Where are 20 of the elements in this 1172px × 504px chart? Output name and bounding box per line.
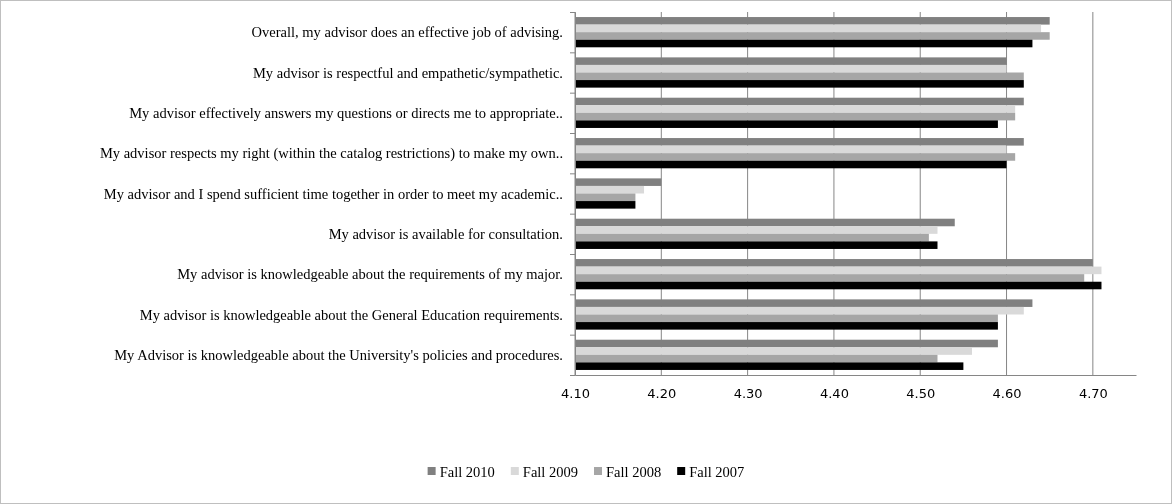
- x-tick-label: 4.30: [733, 386, 763, 402]
- y-tick-label: Overall, my advisor does an effective job of advising.: [251, 24, 563, 41]
- y-tick-label: My advisor is knowledgeable about the General Education requirements.: [139, 306, 563, 323]
- x-tick-label: 4.40: [819, 386, 849, 402]
- x-tick-label: 4.20: [647, 386, 677, 402]
- y-tick-label: My advisor is available for consultation.: [328, 225, 563, 242]
- y-tick-label: My advisor is respectful and empathetic/sympathetic.: [252, 64, 563, 81]
- y-tick-label: My Advisor is knowledgeable about the University's policies and procedures.: [114, 346, 563, 363]
- y-tick-label: My advisor and I spend sufficient time together in order to meet my academic..: [103, 185, 563, 202]
- y-tick-label: My advisor effectively answers my questions or directs me to appropriate..: [129, 104, 563, 121]
- legend-label: Fall 2008: [606, 464, 662, 481]
- legend-label: Fall 2009: [522, 464, 578, 481]
- y-tick-label: My advisor is knowledgeable about the requirements of my major.: [177, 266, 563, 283]
- x-tick-label: 4.60: [992, 386, 1022, 402]
- x-tick-label: 4.70: [1078, 386, 1108, 402]
- legend-label: Fall 2010: [439, 464, 495, 481]
- x-tick-label: 4.10: [561, 386, 590, 402]
- legend-label: Fall 2007: [689, 464, 745, 481]
- x-tick-label: 4.50: [906, 386, 936, 402]
- y-tick-label: My advisor respects my right (within the catalog restrictions) to make my own..: [99, 145, 563, 163]
